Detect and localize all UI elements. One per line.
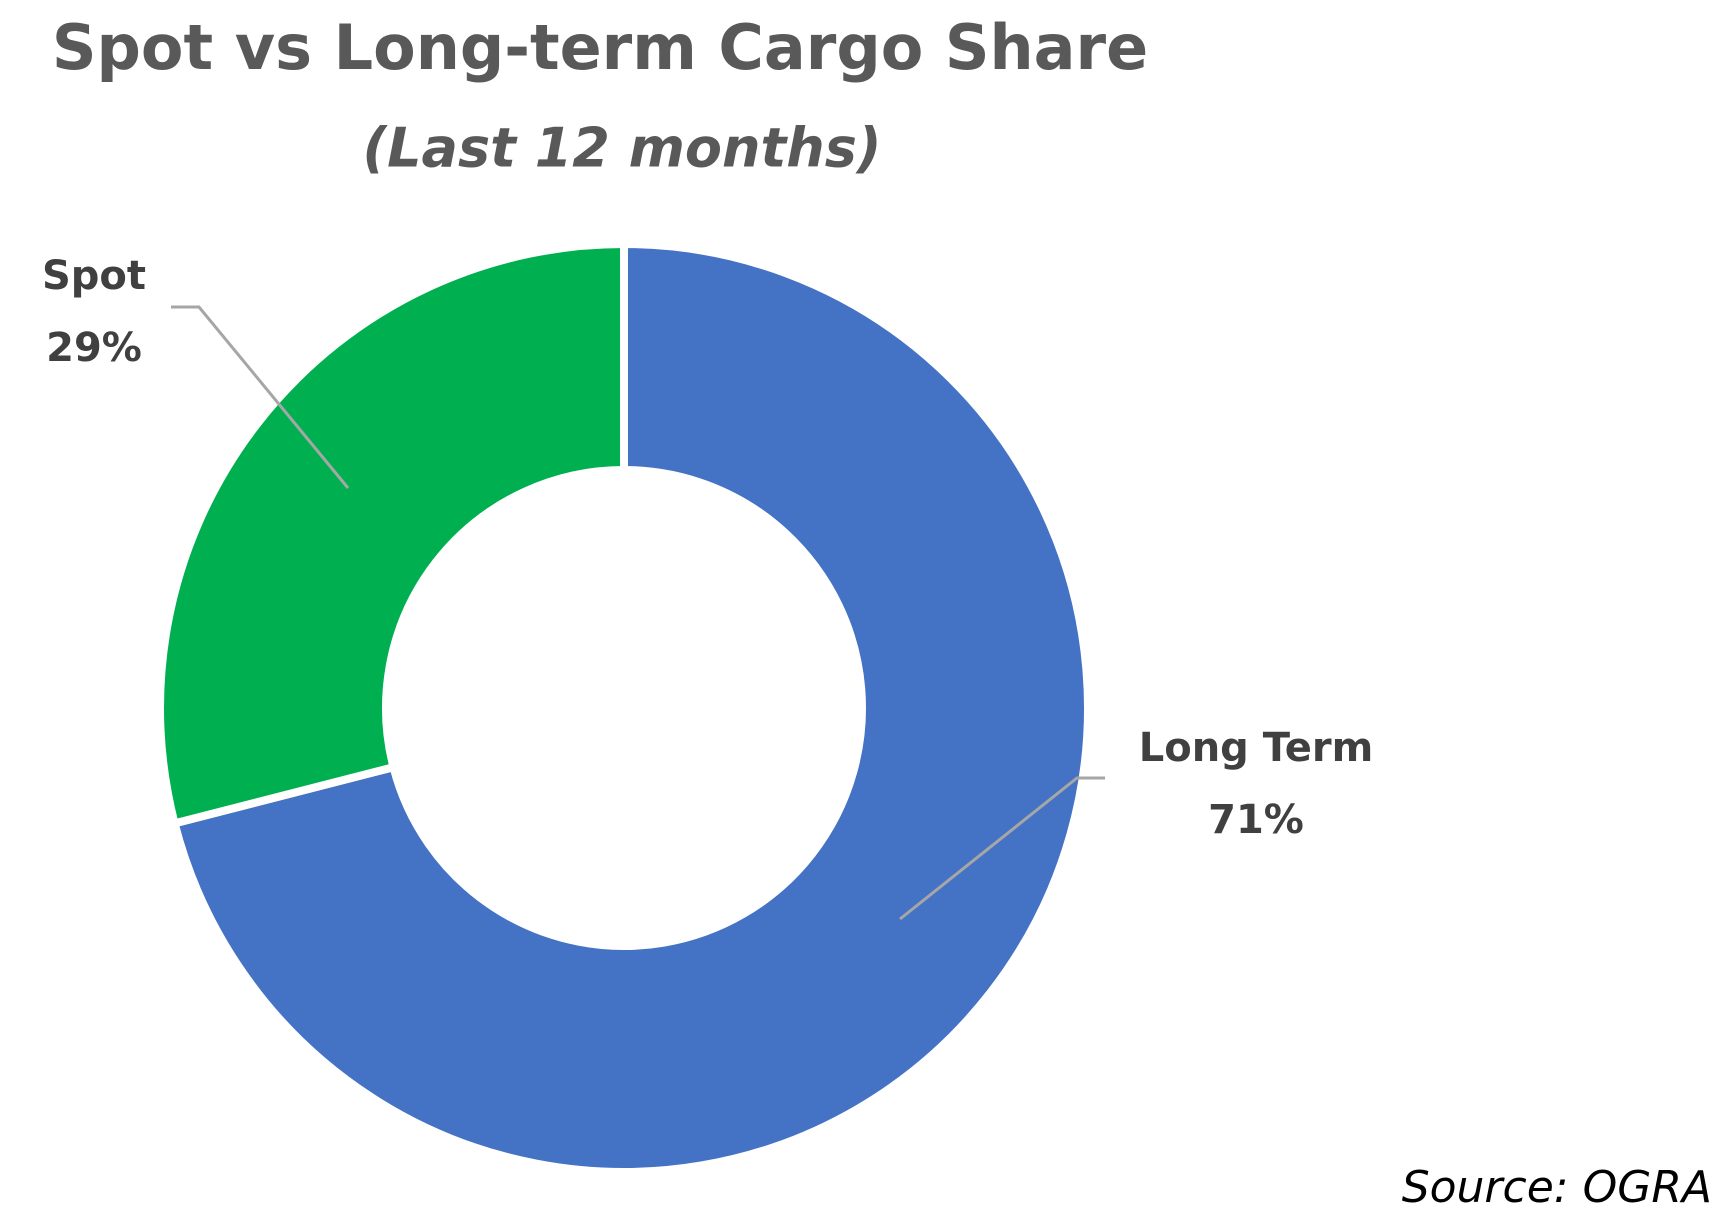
donut-slice (169, 239, 1092, 1176)
chart-subtitle: (Last 12 months) (362, 117, 881, 180)
slice-label: Long Term (1139, 725, 1374, 771)
donut-slice (156, 239, 628, 829)
chart-title: Spot vs Long-term Cargo Share (52, 11, 1148, 84)
leader-line (171, 305, 350, 489)
slice-label: Spot (42, 253, 146, 299)
source-note: Source: OGRA (1402, 1162, 1712, 1213)
value-label: 29% (46, 325, 142, 371)
leader-line (899, 776, 1105, 921)
value-label: 71% (1208, 797, 1304, 843)
